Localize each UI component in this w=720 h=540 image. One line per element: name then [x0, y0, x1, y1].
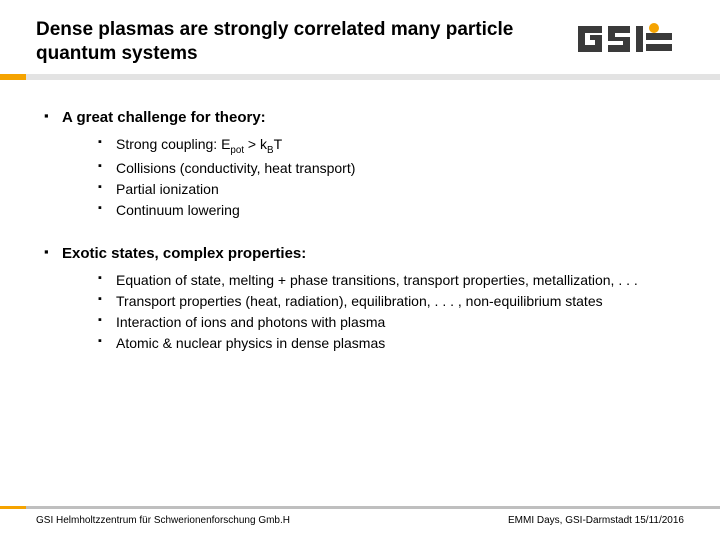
title-underline: [0, 74, 720, 80]
bullet-text: Equation of state, melting + phase trans…: [116, 271, 668, 290]
bullet-marker: ▪: [98, 135, 116, 157]
bullet-lvl2: ▪ Atomic & nuclear physics in dense plas…: [98, 334, 680, 353]
bullet-marker: ▪: [98, 334, 116, 353]
bullet-marker: ▪: [44, 244, 62, 264]
footer-row: GSI Helmholtzzentrum für Schwerionenfors…: [0, 515, 720, 526]
bullet-marker: ▪: [98, 180, 116, 199]
bullet-lvl2: ▪ Partial ionization: [98, 180, 680, 199]
bullet-lvl2: ▪ Collisions (conductivity, heat transpo…: [98, 159, 680, 178]
grey-bar: [26, 506, 720, 509]
accent-bar: [0, 506, 26, 509]
bullet-marker: ▪: [98, 271, 116, 290]
bullet-marker: ▪: [98, 313, 116, 332]
bullet-marker: ▪: [98, 159, 116, 178]
bullet-lvl1: ▪ A great challenge for theory:: [44, 108, 680, 128]
bullet-text: Interaction of ions and photons with pla…: [116, 313, 415, 332]
grey-bar: [26, 74, 720, 80]
footer-right: EMMI Days, GSI-Darmstadt 15/11/2016: [508, 515, 684, 526]
bullet-marker: ▪: [44, 108, 62, 128]
bullet-marker: ▪: [98, 292, 116, 311]
title-row: Dense plasmas are strongly correlated ma…: [0, 0, 720, 66]
footer-left: GSI Helmholtzzentrum für Schwerionenfors…: [36, 515, 290, 526]
bullet-marker: ▪: [98, 201, 116, 220]
bullet-text: Transport properties (heat, radiation), …: [116, 292, 633, 311]
bullet-text: Continuum lowering: [116, 201, 270, 220]
slide-title: Dense plasmas are strongly correlated ma…: [36, 18, 574, 66]
sub-bullets: ▪ Strong coupling: Epot > kBT ▪ Collisio…: [98, 135, 680, 220]
bullet-lvl1: ▪ Exotic states, complex properties:: [44, 244, 680, 264]
accent-bar: [0, 74, 26, 80]
slide: Dense plasmas are strongly correlated ma…: [0, 0, 720, 540]
bullet-lvl2: ▪ Transport properties (heat, radiation)…: [98, 292, 680, 311]
bullet-lvl2: ▪ Interaction of ions and photons with p…: [98, 313, 680, 332]
bullet-text: A great challenge for theory:: [62, 108, 266, 128]
footer-bar: [0, 506, 720, 509]
bullet-lvl2: ▪ Equation of state, melting + phase tra…: [98, 271, 680, 290]
sub-bullets: ▪ Equation of state, melting + phase tra…: [98, 271, 680, 353]
gsi-logo: [574, 22, 684, 61]
bullet-lvl2: ▪ Continuum lowering: [98, 201, 680, 220]
bullet-text: Collisions (conductivity, heat transport…: [116, 159, 385, 178]
slide-body: ▪ A great challenge for theory: ▪ Strong…: [0, 80, 720, 353]
bullet-text: Exotic states, complex properties:: [62, 244, 306, 264]
bullet-text: Partial ionization: [116, 180, 249, 199]
slide-footer: GSI Helmholtzzentrum für Schwerionenfors…: [0, 506, 720, 526]
bullet-lvl2: ▪ Strong coupling: Epot > kBT: [98, 135, 680, 157]
bullet-text: Strong coupling: Epot > kBT: [116, 135, 312, 157]
bullet-text: Atomic & nuclear physics in dense plasma…: [116, 334, 415, 353]
